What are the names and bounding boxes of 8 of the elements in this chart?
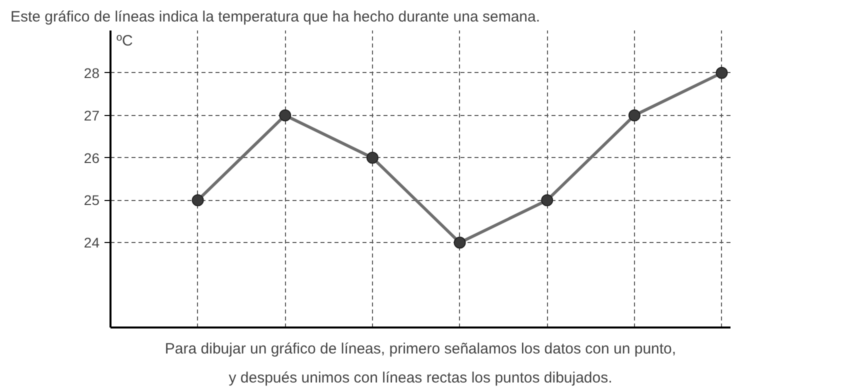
chart-title: Este gráfico de líneas indica la temperatura que ha hecho durante una semana. (10, 8, 540, 26)
y-tick-label: 24 (84, 234, 100, 251)
y-tick-label: 25 (84, 192, 100, 208)
y-tick-label: 26 (84, 150, 100, 166)
y-tick-label: 27 (84, 107, 100, 124)
y-axis-title: ºC (116, 32, 133, 50)
text: Para dibujar un gráfico de líneas, primero señalamos los datos con un punto, y después unimos con líneas rectas los puntos dibujados. (164, 340, 676, 386)
y-tick-label: 28 (84, 64, 100, 81)
